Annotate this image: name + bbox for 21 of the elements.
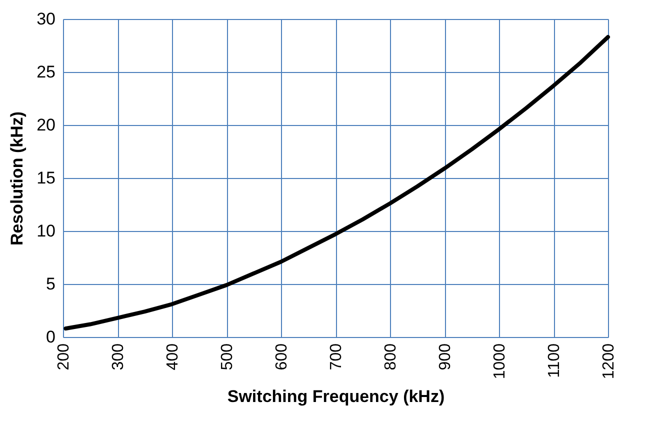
y-axis-title: Resolution (kHz) xyxy=(8,111,27,246)
y-tick-label: 10 xyxy=(36,222,56,240)
y-tick-label: 5 xyxy=(46,274,56,294)
x-tick-label: 400 xyxy=(164,343,182,370)
y-tick-label: 15 xyxy=(36,168,56,188)
x-tick-label: 1200 xyxy=(600,343,618,380)
x-tick-label: 300 xyxy=(110,343,127,370)
y-tick-label: 25 xyxy=(36,62,56,82)
x-tick-label: 1100 xyxy=(546,343,563,378)
y-tick-label: 20 xyxy=(36,116,56,134)
x-tick-label: 500 xyxy=(219,343,236,370)
x-tick-label: 200 xyxy=(56,343,72,370)
x-tick-label: 800 xyxy=(382,343,400,370)
y-tick-label: 30 xyxy=(36,10,56,28)
x-tick-label: 600 xyxy=(274,343,290,370)
x-tick-label: 700 xyxy=(328,343,345,370)
line-series xyxy=(64,35,610,331)
y-tick-label: 0 xyxy=(46,328,56,346)
x-tick-label: 900 xyxy=(437,343,454,370)
x-tick-label: 1000 xyxy=(492,343,508,380)
x-axis-title: Switching Frequency (kHz) xyxy=(227,387,445,406)
